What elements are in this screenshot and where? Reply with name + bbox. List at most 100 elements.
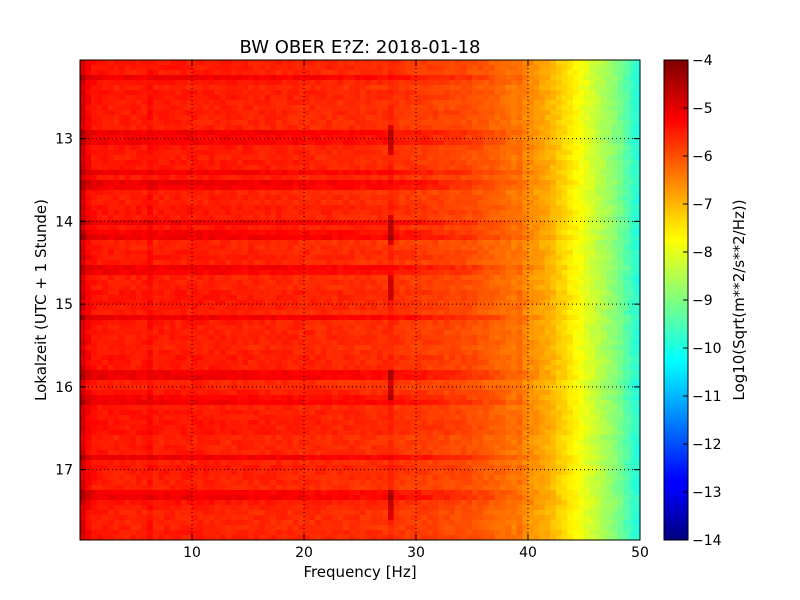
heatmap-cell <box>444 230 451 236</box>
heatmap-cell <box>298 105 305 111</box>
heatmap-cell <box>102 285 109 291</box>
heatmap-cell <box>449 275 456 281</box>
heatmap-cell <box>494 80 501 86</box>
heatmap-cell <box>561 185 568 191</box>
heatmap-cell <box>444 300 451 306</box>
heatmap-cell <box>634 170 640 176</box>
heatmap-cell <box>628 190 635 196</box>
heatmap-cell <box>96 110 103 116</box>
heatmap-cell <box>522 215 529 221</box>
heatmap-cell <box>488 120 495 126</box>
heatmap-cell <box>589 150 596 156</box>
heatmap-cell <box>455 105 462 111</box>
heatmap-cell <box>343 245 350 251</box>
heatmap-cell <box>427 245 434 251</box>
heatmap-cell <box>410 125 417 131</box>
heatmap-cell <box>522 100 529 106</box>
heatmap-cell <box>578 305 585 311</box>
heatmap-cell <box>186 215 193 221</box>
heatmap-cell <box>164 235 171 241</box>
heatmap-cell <box>444 145 451 151</box>
heatmap-cell <box>292 225 299 231</box>
heatmap-cell <box>298 150 305 156</box>
heatmap-cell <box>488 230 495 236</box>
heatmap-cell <box>130 225 137 231</box>
heatmap-cell <box>136 185 143 191</box>
heatmap-cell <box>343 90 350 96</box>
heatmap-cell <box>567 200 574 206</box>
heatmap-cell <box>539 185 546 191</box>
heatmap-cell <box>399 230 406 236</box>
heatmap-cell <box>141 265 148 271</box>
heatmap-cell <box>628 200 635 206</box>
heatmap-cell <box>410 225 417 231</box>
heatmap-cell <box>617 75 624 81</box>
heatmap-cell <box>164 90 171 96</box>
heatmap-cell <box>634 220 640 226</box>
heatmap-cell <box>460 175 467 181</box>
heatmap-cell <box>483 260 490 266</box>
heatmap-cell <box>416 210 423 216</box>
heatmap-cell <box>91 275 98 281</box>
heatmap-cell <box>516 205 523 211</box>
heatmap-cell <box>466 170 473 176</box>
heatmap-cell <box>578 175 585 181</box>
heatmap-cell <box>343 150 350 156</box>
heatmap-cell <box>360 260 367 266</box>
heatmap-cell <box>259 120 266 126</box>
heatmap-cell <box>494 265 501 271</box>
heatmap-cell <box>444 160 451 166</box>
heatmap-cell <box>270 115 277 121</box>
heatmap-cell <box>337 255 344 261</box>
heatmap-cell <box>533 105 540 111</box>
heatmap-cell <box>276 245 283 251</box>
heatmap-cell <box>612 60 619 66</box>
heatmap-cell <box>533 255 540 261</box>
heatmap-cell <box>612 280 619 286</box>
heatmap-cell <box>298 260 305 266</box>
heatmap-cell <box>248 265 255 271</box>
heatmap-cell <box>343 140 350 146</box>
heatmap-cell <box>494 120 501 126</box>
heatmap-cell <box>276 65 283 71</box>
heatmap-cell <box>376 205 383 211</box>
heatmap-cell <box>567 215 574 221</box>
heatmap-cell <box>623 120 630 126</box>
heatmap-cell <box>225 110 232 116</box>
heatmap-cell <box>606 265 613 271</box>
heatmap-cell <box>354 60 361 66</box>
heatmap-cell <box>292 210 299 216</box>
heatmap-cell <box>253 195 260 201</box>
heatmap-cell <box>516 300 523 306</box>
heatmap-cell <box>472 130 479 136</box>
heatmap-cell <box>511 60 518 66</box>
heatmap-cell <box>494 275 501 281</box>
heatmap-cell <box>309 95 316 101</box>
heatmap-cell <box>488 185 495 191</box>
heatmap-cell <box>438 150 445 156</box>
heatmap-cell <box>449 85 456 91</box>
heatmap-cell <box>572 245 579 251</box>
heatmap-cell <box>180 280 187 286</box>
heatmap-cell <box>404 60 411 66</box>
heatmap-cell <box>169 120 176 126</box>
heatmap-cell <box>108 215 115 221</box>
heatmap-cell <box>298 305 305 311</box>
heatmap-cell <box>113 145 120 151</box>
heatmap-cell <box>225 60 232 66</box>
heatmap-cell <box>292 260 299 266</box>
heatmap-cell <box>561 225 568 231</box>
heatmap-cell <box>460 295 467 301</box>
heatmap-cell <box>595 275 602 281</box>
heatmap-cell <box>472 145 479 151</box>
heatmap-cell <box>91 150 98 156</box>
heatmap-cell <box>567 150 574 156</box>
heatmap-cell <box>85 240 92 246</box>
heatmap-cell <box>320 185 327 191</box>
heatmap-cell <box>354 110 361 116</box>
heatmap-cell <box>528 230 535 236</box>
heatmap-cell <box>332 115 339 121</box>
heatmap-cell <box>242 185 249 191</box>
heatmap-cell <box>298 210 305 216</box>
heatmap-cell <box>309 165 316 171</box>
